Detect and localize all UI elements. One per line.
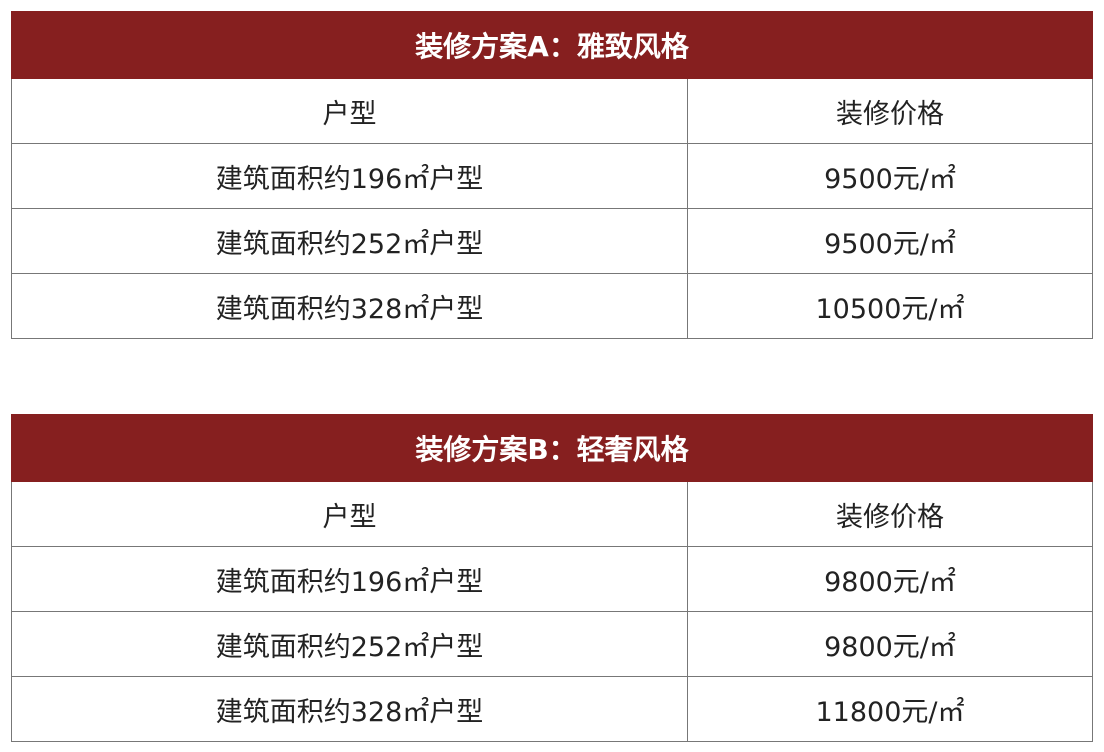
table-row: 建筑面积约252㎡户型 9500元/㎡: [11, 208, 1093, 274]
plan-a-title: 装修方案A：雅致风格: [11, 11, 1093, 79]
col-header-unit: 户型: [11, 78, 688, 144]
price-cell: 9800元/㎡: [687, 611, 1093, 677]
table-row: 建筑面积约328㎡户型 10500元/㎡: [11, 273, 1093, 339]
price-cell: 11800元/㎡: [687, 676, 1093, 742]
price-cell: 9800元/㎡: [687, 546, 1093, 612]
plan-b-title: 装修方案B：轻奢风格: [11, 414, 1093, 482]
plan-a-table: 装修方案A：雅致风格 户型 装修价格 建筑面积约196㎡户型 9500元/㎡ 建筑面…: [11, 11, 1093, 339]
unit-cell: 建筑面积约196㎡户型: [11, 546, 688, 612]
price-cell: 9500元/㎡: [687, 143, 1093, 209]
table-header-row: 户型 装修价格: [11, 481, 1093, 547]
unit-cell: 建筑面积约328㎡户型: [11, 273, 688, 339]
table-row: 建筑面积约252㎡户型 9800元/㎡: [11, 611, 1093, 677]
table-row: 建筑面积约196㎡户型 9500元/㎡: [11, 143, 1093, 209]
unit-cell: 建筑面积约252㎡户型: [11, 208, 688, 274]
unit-cell: 建筑面积约252㎡户型: [11, 611, 688, 677]
price-cell: 10500元/㎡: [687, 273, 1093, 339]
table-row: 建筑面积约328㎡户型 11800元/㎡: [11, 676, 1093, 742]
col-header-price: 装修价格: [687, 78, 1093, 144]
plan-b-table: 装修方案B：轻奢风格 户型 装修价格 建筑面积约196㎡户型 9800元/㎡ 建筑面…: [11, 414, 1093, 742]
table-row: 建筑面积约196㎡户型 9800元/㎡: [11, 546, 1093, 612]
table-header-row: 户型 装修价格: [11, 78, 1093, 144]
unit-cell: 建筑面积约196㎡户型: [11, 143, 688, 209]
unit-cell: 建筑面积约328㎡户型: [11, 676, 688, 742]
price-cell: 9500元/㎡: [687, 208, 1093, 274]
col-header-price: 装修价格: [687, 481, 1093, 547]
col-header-unit: 户型: [11, 481, 688, 547]
